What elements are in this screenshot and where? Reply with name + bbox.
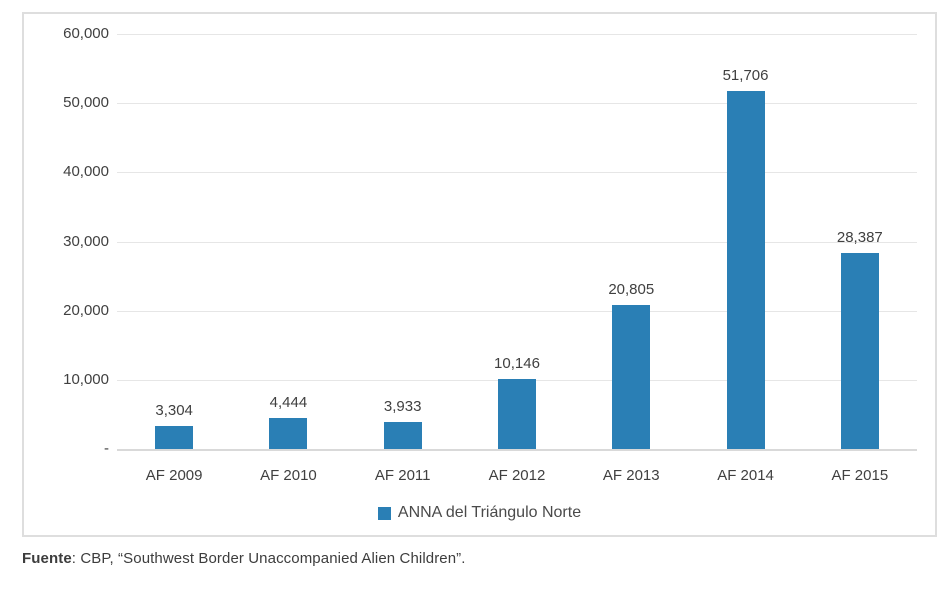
bar-value-label: 51,706 — [722, 67, 769, 85]
y-tick-label: 30,000 — [63, 232, 109, 250]
y-tick-label: 20,000 — [63, 301, 109, 319]
bar — [726, 91, 765, 449]
bar-slot: 20,805 AF 2013 — [574, 34, 688, 484]
source-text: : CBP, “Southwest Border Unaccompanied A… — [71, 550, 466, 567]
x-tick-label: AF 2010 — [260, 467, 317, 484]
gridline — [117, 172, 917, 174]
bars-container: 3,304 AF 2009 4,444 AF 2010 3,933 AF 2011 10,1… — [117, 34, 917, 484]
bar-value-label: 10,146 — [494, 354, 540, 372]
x-tick-label: AF 2013 — [602, 467, 660, 484]
bar — [840, 252, 879, 449]
bar — [383, 421, 422, 449]
gridline — [117, 34, 917, 35]
bar — [269, 418, 308, 449]
gridline — [117, 310, 917, 312]
legend-label: ANNA del Triángulo Norte — [397, 504, 582, 521]
bar-value-label: 3,933 — [383, 397, 422, 415]
plot-area: 60,000 50,000 40,000 30,000 20,000 10,000 - 3,… — [63, 25, 917, 484]
bar-slot: 4,444 AF 2010 — [231, 34, 345, 484]
bar-slot: 3,304 AF 2009 — [117, 34, 231, 484]
bar-value-label: 28,387 — [836, 228, 883, 246]
gridline — [117, 103, 917, 105]
bar-slot: 28,387 AF 2015 — [803, 34, 917, 484]
x-tick-label: AF 2009 — [145, 467, 203, 484]
x-tick-label: AF 2012 — [488, 467, 546, 484]
source-note: Fuente: CBP, “Southwest Border Unaccompa… — [22, 550, 466, 567]
bar-value-label: 3,304 — [155, 402, 193, 420]
bar — [497, 378, 536, 449]
x-tick-label: AF 2011 — [374, 467, 431, 484]
chart-area: 60,000 50,000 40,000 30,000 20,000 10,000 - 3,… — [22, 12, 937, 537]
bar — [155, 426, 194, 449]
x-axis-line — [117, 449, 917, 451]
bar — [612, 305, 651, 449]
bar-slot: 10,146 AF 2012 — [460, 34, 574, 484]
bar-slot: 3,933 AF 2011 — [346, 34, 460, 484]
source-label: Fuente — [22, 550, 72, 567]
x-tick-label: AF 2014 — [717, 467, 774, 484]
y-tick-label: 40,000 — [63, 163, 109, 181]
bar-value-label: 20,805 — [608, 281, 655, 299]
y-tick-label: - — [104, 440, 109, 457]
y-tick-label: 50,000 — [63, 94, 109, 112]
bar-slot: 51,706 AF 2014 — [688, 34, 802, 484]
legend-marker-icon — [377, 506, 391, 520]
gridline — [117, 241, 917, 243]
bar-value-label: 4,444 — [269, 394, 308, 412]
y-tick-label: 60,000 — [63, 25, 109, 42]
x-tick-label: AF 2015 — [831, 467, 889, 484]
legend: ANNA del Triángulo Norte — [24, 504, 935, 522]
y-tick-label: 10,000 — [63, 370, 109, 388]
